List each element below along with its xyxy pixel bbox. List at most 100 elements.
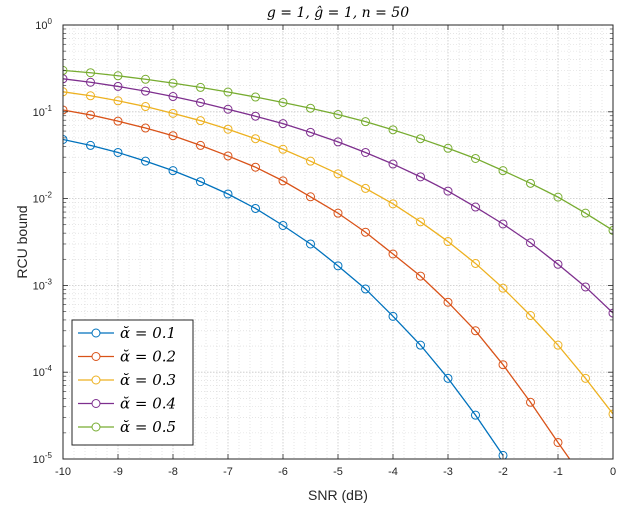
data-point [333,208,343,218]
ticks-layer [62,24,614,460]
x-axis-label: SNR (dB) [308,487,368,503]
data-point [86,140,95,150]
data-point [443,373,453,383]
data-point [141,102,150,112]
y-tick-label: 100 [35,17,52,32]
x-tick-labels: -10 -9 -8 -7 -6 -5 -4 -3 -2 -1 0 [55,466,616,478]
data-point [113,81,123,91]
data-point [333,137,343,147]
data-point [526,311,535,321]
data-point [553,437,563,447]
minor-grid [63,25,613,459]
series-line [63,109,571,459]
data-point [443,297,453,307]
data-point [582,478,590,486]
data-point [223,124,233,134]
y-tick-label: 10-2 [33,191,53,206]
legend-marker [91,328,101,338]
x-tick-label: -4 [388,466,398,478]
data-point [388,159,398,169]
data-point [196,140,205,150]
data-point [223,151,233,161]
legend-box [71,319,194,446]
data-point [416,340,425,350]
data-point [141,123,150,133]
data-point [581,373,590,383]
data-point [63,105,68,115]
data-point [168,131,178,141]
x-tick-label: -3 [443,466,453,478]
data-point [86,110,95,120]
data-point [251,111,260,121]
data-point [498,360,508,370]
legend: ᾰ = 0.1 ᾰ = 0.2 ᾰ = 0.3 ᾰ = 0.4 ᾰ = 0.5 [71,319,194,446]
data-point [333,261,343,271]
x-tick-label: -9 [113,466,123,478]
series-line [63,91,613,415]
data-point [333,169,343,179]
data-point [63,74,68,84]
data-point [388,249,398,259]
data-point [553,192,563,202]
data-point [278,176,288,186]
data-point [168,78,178,88]
data-point [113,96,123,106]
data-point [306,127,315,137]
data-point [608,225,613,235]
data-point [223,87,233,97]
data-point [361,227,370,237]
data-point [196,97,205,107]
y-axis-label: RCU bound [14,205,30,278]
y-tick-label: 10-3 [33,277,53,292]
x-tick-label: -2 [498,466,508,478]
data-point [388,199,398,209]
data-point [168,92,178,102]
data-point [471,153,480,163]
chart-title: g = 1, ĝ = 1, n = 50 [267,4,409,21]
data-point [443,237,453,247]
data-point [113,147,123,157]
y-tick-label: 10-5 [33,451,53,466]
legend-label: ᾰ = 0.5 [120,418,176,436]
data-point [251,134,260,144]
data-point [196,177,205,187]
data-point [251,203,260,213]
data-point [388,125,398,135]
data-point [498,166,508,176]
data-point [86,68,95,78]
series-2 [63,105,590,486]
x-tick-label: -6 [278,466,288,478]
data-point [581,282,590,292]
legend-label: ᾰ = 0.2 [120,348,176,366]
data-point [553,259,563,269]
data-point [388,311,398,321]
series-layer [63,65,613,486]
data-point [141,86,150,96]
y-tick-labels: 100 10-1 10-2 10-3 10-4 10-5 [33,17,53,466]
y-tick-label: 10-4 [33,364,53,379]
series-3 [63,87,613,419]
data-point [306,239,315,249]
data-point [278,144,288,154]
data-point [443,186,453,196]
data-point [443,143,453,153]
series-1 [63,134,508,459]
data-point [526,238,535,248]
data-point [416,217,425,227]
data-point [251,92,260,102]
data-point [223,189,233,199]
data-point [471,326,480,336]
y-tick-label: 10-1 [33,104,53,119]
data-point [526,178,535,188]
data-point [498,219,508,229]
series-line [63,138,504,456]
data-point [306,192,315,202]
data-point [608,409,613,419]
data-point [416,134,425,144]
legend-entry-5: ᾰ = 0.5 [78,418,176,436]
series-5 [63,65,613,235]
data-point [141,74,150,84]
data-point [498,283,508,293]
data-point [361,183,370,193]
